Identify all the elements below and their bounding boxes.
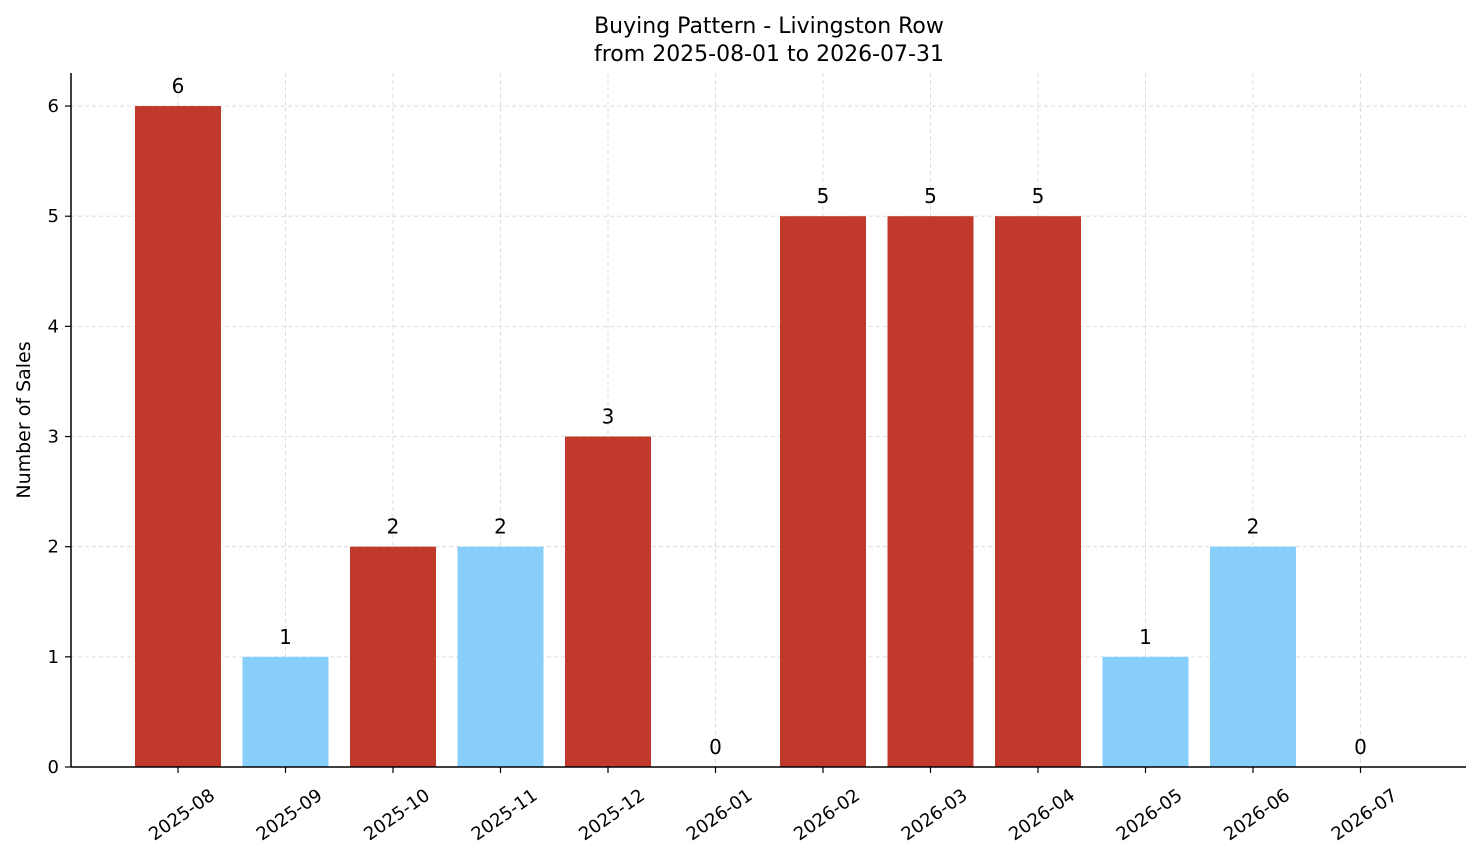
- bar-value-label-2025-08: 6: [172, 74, 185, 98]
- y-tick-label-0: 0: [48, 757, 59, 778]
- y-tick-label-2: 2: [48, 537, 59, 558]
- x-tick-label-2025-09: 2025-09: [253, 785, 327, 845]
- y-tick-label-3: 3: [48, 427, 59, 448]
- bar-2026-05: [1102, 656, 1189, 767]
- bar-value-label-2025-10: 2: [387, 515, 400, 539]
- x-tick-label-2025-11: 2025-11: [468, 785, 542, 845]
- x-tick-label-2026-06: 2026-06: [1220, 785, 1294, 845]
- y-ticks: 0 1 2 3 4 5 6: [48, 96, 71, 778]
- bar-2025-09: [242, 656, 329, 767]
- y-tick-label-4: 4: [48, 316, 59, 337]
- bar-value-label-2025-12: 3: [602, 405, 615, 429]
- chart-title: Buying Pattern - Livingston Row: [594, 14, 944, 39]
- bar-2026-03: [887, 216, 974, 767]
- bars: [135, 106, 1296, 768]
- x-tick-label-2026-03: 2026-03: [898, 785, 972, 845]
- bar-2026-02: [780, 216, 866, 767]
- x-tick-label-2026-02: 2026-02: [790, 785, 864, 845]
- bar-value-label-2026-02: 5: [817, 184, 830, 208]
- x-tick-label-2026-07: 2026-07: [1328, 785, 1402, 845]
- bar-2025-11: [457, 546, 544, 767]
- bar-2026-06: [1210, 546, 1296, 767]
- y-tick-label-5: 5: [48, 206, 59, 227]
- axes: [70, 73, 1466, 768]
- x-tick-label-2025-12: 2025-12: [575, 785, 649, 845]
- bar-value-label-2026-04: 5: [1032, 184, 1045, 208]
- x-tick-label-2026-05: 2026-05: [1113, 785, 1187, 845]
- bar-value-label-2026-03: 5: [924, 184, 937, 208]
- chart-subtitle: from 2025-08-01 to 2026-07-31: [594, 42, 944, 67]
- bar-value-label-2026-06: 2: [1247, 515, 1260, 539]
- bar-value-label-2025-09: 1: [279, 625, 292, 649]
- bar-2025-10: [350, 546, 436, 767]
- x-tick-label-2026-01: 2026-01: [683, 785, 757, 845]
- bar-2025-08: [135, 106, 221, 768]
- bar-2026-04: [995, 216, 1081, 767]
- bar-value-label-2025-11: 2: [494, 515, 507, 539]
- y-axis-label: Number of Sales: [13, 341, 35, 498]
- x-tick-label-2026-04: 2026-04: [1005, 785, 1079, 845]
- bar-value-label-2026-05: 1: [1139, 625, 1152, 649]
- y-tick-label-6: 6: [48, 96, 59, 117]
- bar-value-labels: 6 1 2 2 3 0 5 5 5 1 2 0: [172, 74, 1367, 759]
- x-ticks: 2025-08 2025-09 2025-10 2025-11 2025-12 2026-…: [145, 767, 1401, 845]
- x-tick-label-2025-10: 2025-10: [360, 785, 434, 845]
- x-tick-label-2025-08: 2025-08: [145, 785, 219, 845]
- bar-2025-12: [565, 436, 651, 767]
- bar-value-label-2026-01: 0: [709, 735, 722, 759]
- bar-value-label-2026-07: 0: [1354, 735, 1367, 759]
- y-tick-label-1: 1: [48, 647, 59, 668]
